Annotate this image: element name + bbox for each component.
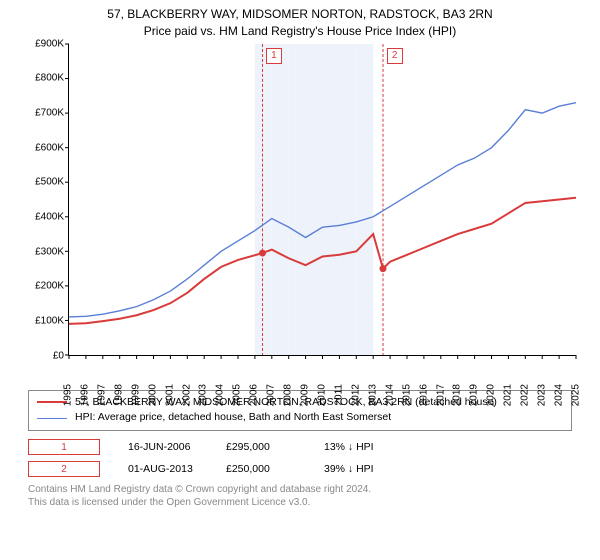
x-axis-label: 2005 [232,384,243,406]
x-axis-label: 2006 [249,384,260,406]
sale-date-1: 16-JUN-2006 [128,441,198,453]
x-axis-label: 1998 [113,384,124,406]
x-axis-label: 2015 [401,384,412,406]
legend-row-series2: HPI: Average price, detached house, Bath… [37,410,563,426]
footer-line1: Contains HM Land Registry data © Crown c… [28,483,572,496]
x-axis-label: 2013 [367,384,378,406]
y-axis-label: £800K [35,73,64,84]
y-axis-label: £300K [35,246,64,257]
sale-price-1: £295,000 [226,441,296,453]
plot-area [68,44,576,356]
sales-table: 1 16-JUN-2006 £295,000 13% ↓ HPI 2 01-AU… [28,439,572,477]
x-axis-label: 2008 [283,384,294,406]
x-axis-label: 2004 [215,384,226,406]
title-line1: 57, BLACKBERRY WAY, MIDSOMER NORTON, RAD… [0,6,600,23]
x-axis-label: 2024 [554,384,565,406]
x-axis-label: 2021 [503,384,514,406]
x-axis-label: 1999 [130,384,141,406]
x-axis-label: 1997 [96,384,107,406]
legend-label-2: HPI: Average price, detached house, Bath… [75,410,391,426]
y-axis-label: £0 [53,350,64,361]
footer-attribution: Contains HM Land Registry data © Crown c… [28,483,572,509]
x-axis-label: 1995 [63,384,74,406]
chart-marker-1: 1 [266,48,282,64]
x-axis-label: 2003 [198,384,209,406]
title-line2: Price paid vs. HM Land Registry's House … [0,23,600,40]
sale-delta-1: 13% ↓ HPI [324,441,394,453]
sale-delta-2: 39% ↓ HPI [324,463,394,475]
x-axis-label: 2009 [300,384,311,406]
x-axis-label: 2022 [520,384,531,406]
x-axis-label: 2001 [164,384,175,406]
footer-line2: This data is licensed under the Open Gov… [28,496,572,509]
x-axis-label: 2000 [147,384,158,406]
sale-row-2: 2 01-AUG-2013 £250,000 39% ↓ HPI [28,461,572,477]
sale-marker-1: 1 [28,439,100,455]
chart-marker-2: 2 [387,48,403,64]
x-axis-label: 2012 [350,384,361,406]
line-chart-svg [69,44,576,355]
y-axis-label: £100K [35,315,64,326]
x-axis-label: 2017 [435,384,446,406]
sale-price-2: £250,000 [226,463,296,475]
y-axis-label: £700K [35,107,64,118]
x-axis-label: 2019 [469,384,480,406]
y-axis-label: £500K [35,177,64,188]
x-axis-label: 2014 [384,384,395,406]
x-axis-label: 2023 [537,384,548,406]
x-axis-label: 2002 [181,384,192,406]
x-axis-label: 2018 [452,384,463,406]
x-axis-label: 2010 [317,384,328,406]
x-axis-label: 2007 [266,384,277,406]
sale-marker-2: 2 [28,461,100,477]
x-axis-label: 2020 [486,384,497,406]
legend-swatch-2 [37,418,67,419]
x-axis-label: 2011 [333,384,344,406]
sale-row-1: 1 16-JUN-2006 £295,000 13% ↓ HPI [28,439,572,455]
y-axis-label: £200K [35,281,64,292]
chart-area: £0 £100K £200K £300K £400K £500K £600K £700K £80… [20,44,580,384]
y-axis-label: £400K [35,211,64,222]
x-axis-label: 2025 [571,384,582,406]
sale-date-2: 01-AUG-2013 [128,463,198,475]
chart-title: 57, BLACKBERRY WAY, MIDSOMER NORTON, RAD… [0,0,600,40]
y-axis-label: £900K [35,38,64,49]
x-axis-label: 2016 [418,384,429,406]
x-axis-label: 1996 [79,384,90,406]
y-axis-label: £600K [35,142,64,153]
